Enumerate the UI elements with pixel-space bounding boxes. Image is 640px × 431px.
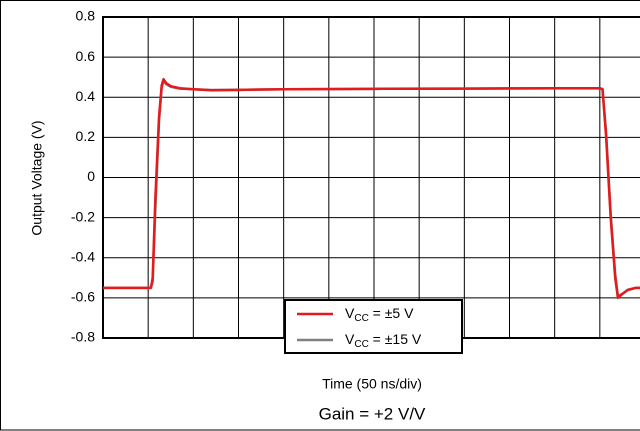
- x-axis-label: Time (50 ns/div): [322, 376, 422, 392]
- series-line: [103, 77, 640, 300]
- chart-title: Gain = +2 V/V: [319, 404, 426, 423]
- y-tick-label: 0: [87, 168, 95, 184]
- y-tick-label: -0.8: [71, 329, 95, 345]
- y-tick-label: -0.4: [71, 248, 95, 264]
- y-axis-label: Output Voltage (V): [29, 120, 45, 235]
- y-tick-label: 0.8: [76, 8, 96, 24]
- y-tick-label: 0.4: [76, 88, 96, 104]
- y-tick-label: 0.6: [76, 48, 96, 64]
- y-tick-label: -0.6: [71, 289, 95, 305]
- legend-label: VCC = ±5 V: [345, 305, 414, 324]
- legend-box: [284, 299, 463, 354]
- y-tick-label: -0.2: [71, 208, 95, 224]
- series-line: [103, 79, 640, 298]
- y-tick-label: 0.2: [76, 128, 96, 144]
- legend-label: VCC = ±15 V: [345, 331, 422, 350]
